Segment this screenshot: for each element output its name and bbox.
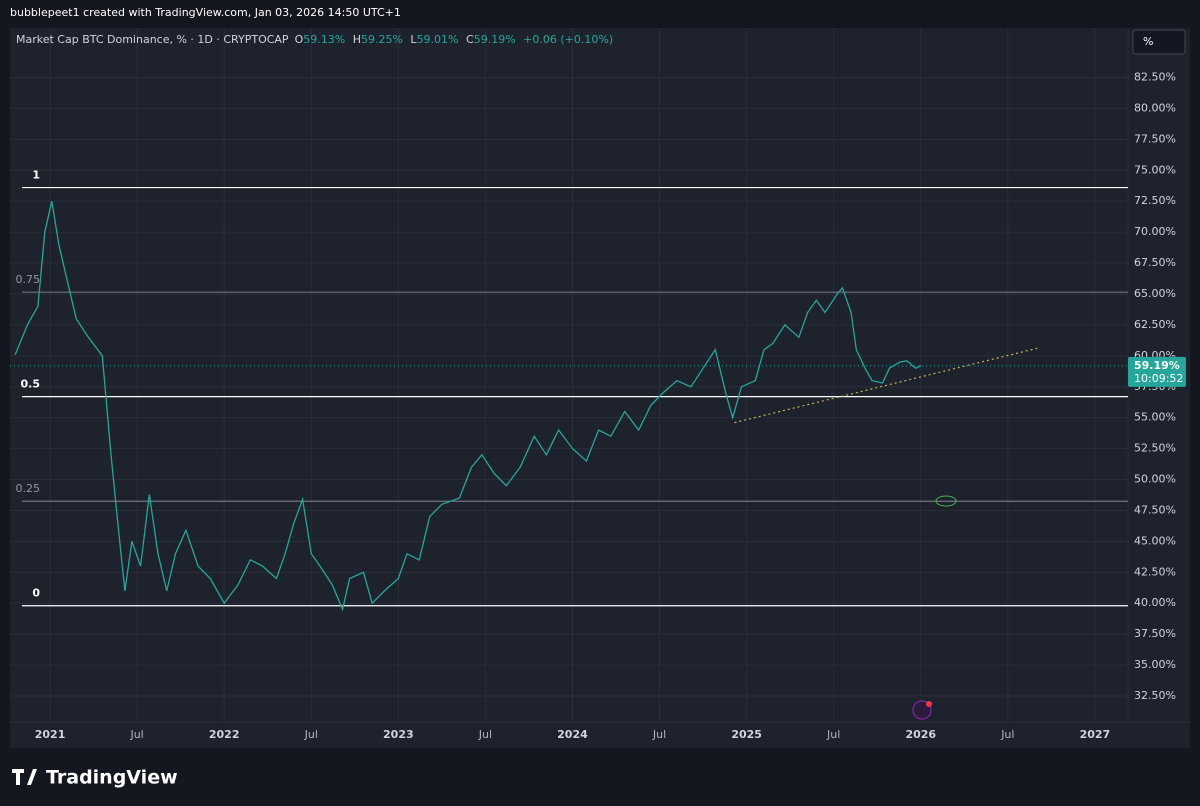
x-tick-label: Jul bbox=[826, 728, 840, 741]
fib-label: 0.25 bbox=[16, 482, 41, 495]
x-tick-label: Jul bbox=[129, 728, 143, 741]
h-label: H bbox=[353, 33, 361, 46]
x-tick-label: 2027 bbox=[1080, 728, 1111, 741]
x-tick-label: 2026 bbox=[905, 728, 936, 741]
x-tick-label: Jul bbox=[304, 728, 318, 741]
tv-logo: TradingView bbox=[12, 767, 178, 789]
x-tick-label: Jul bbox=[478, 728, 492, 741]
y-tick-label: 52.50% bbox=[1134, 442, 1176, 455]
countdown: 10:09:52 bbox=[1134, 372, 1183, 385]
unit-button-label[interactable]: % bbox=[1143, 35, 1153, 48]
y-tick-label: 37.50% bbox=[1134, 627, 1176, 640]
h-value: 59.25% bbox=[361, 33, 403, 46]
y-tick-label: 47.50% bbox=[1134, 503, 1176, 516]
x-tick-label: 2021 bbox=[35, 728, 66, 741]
y-tick-label: 72.50% bbox=[1134, 194, 1176, 207]
price-line bbox=[14, 201, 922, 612]
y-tick-label: 80.00% bbox=[1134, 101, 1176, 114]
y-tick-label: 77.50% bbox=[1134, 132, 1176, 145]
unit-button[interactable] bbox=[1132, 29, 1186, 55]
y-tick-label: 45.00% bbox=[1134, 534, 1176, 547]
event-dot bbox=[926, 701, 932, 707]
logo-mark bbox=[12, 769, 37, 785]
last-price-tag bbox=[1128, 356, 1186, 387]
y-tick-label: 62.50% bbox=[1134, 318, 1176, 331]
credit: bubblepeet1 created with TradingView.com… bbox=[10, 6, 401, 19]
y-tick-label: 32.50% bbox=[1134, 689, 1176, 702]
y-tick-label: 65.00% bbox=[1134, 287, 1176, 300]
y-tick-label: 70.00% bbox=[1134, 225, 1176, 238]
y-tick-label: 50.00% bbox=[1134, 473, 1176, 486]
x-tick-label: Jul bbox=[1000, 728, 1014, 741]
o-value: 59.13% bbox=[303, 33, 345, 46]
plot-area: 1 0.75 0.5 0.25 0 bbox=[10, 28, 1128, 722]
x-tick-label: 2024 bbox=[557, 728, 588, 741]
x-tick-label: 2022 bbox=[209, 728, 240, 741]
x-tick-label: 2023 bbox=[383, 728, 414, 741]
chart-title: Market Cap BTC Dominance, % · 1D · CRYPT… bbox=[16, 33, 289, 46]
fib-label: 0 bbox=[32, 587, 40, 600]
y-tick-label: 82.50% bbox=[1134, 70, 1176, 83]
fib-label: 0.75 bbox=[16, 273, 41, 286]
y-tick-label: 42.50% bbox=[1134, 565, 1176, 578]
c-value: 59.19% bbox=[474, 33, 516, 46]
l-value: 59.01% bbox=[417, 33, 459, 46]
ellipse-annotation bbox=[935, 495, 957, 507]
c-label: C bbox=[466, 33, 474, 46]
y-tick-label: 55.00% bbox=[1134, 411, 1176, 424]
x-tick-label: Jul bbox=[652, 728, 666, 741]
fib-label: 0.5 bbox=[21, 378, 41, 391]
y-tick-label: 35.00% bbox=[1134, 658, 1176, 671]
x-tick-label: 2025 bbox=[731, 728, 762, 741]
y-tick-label: 75.00% bbox=[1134, 163, 1176, 176]
chart-panel bbox=[10, 28, 1190, 748]
ohlc-readout: O59.13% H59.25% L59.01% C59.19% +0.06 (+… bbox=[295, 33, 614, 46]
change: +0.06 (+0.10%) bbox=[523, 33, 613, 46]
trendline bbox=[734, 347, 1040, 424]
l-label: L bbox=[410, 33, 417, 46]
y-tick-label: 67.50% bbox=[1134, 256, 1176, 269]
brand: TradingView bbox=[46, 767, 178, 789]
y-tick-label: 40.00% bbox=[1134, 596, 1176, 609]
fib-label: 1 bbox=[32, 169, 40, 182]
last-price-label: 59.19% bbox=[1134, 359, 1180, 372]
o-label: O bbox=[295, 33, 304, 46]
